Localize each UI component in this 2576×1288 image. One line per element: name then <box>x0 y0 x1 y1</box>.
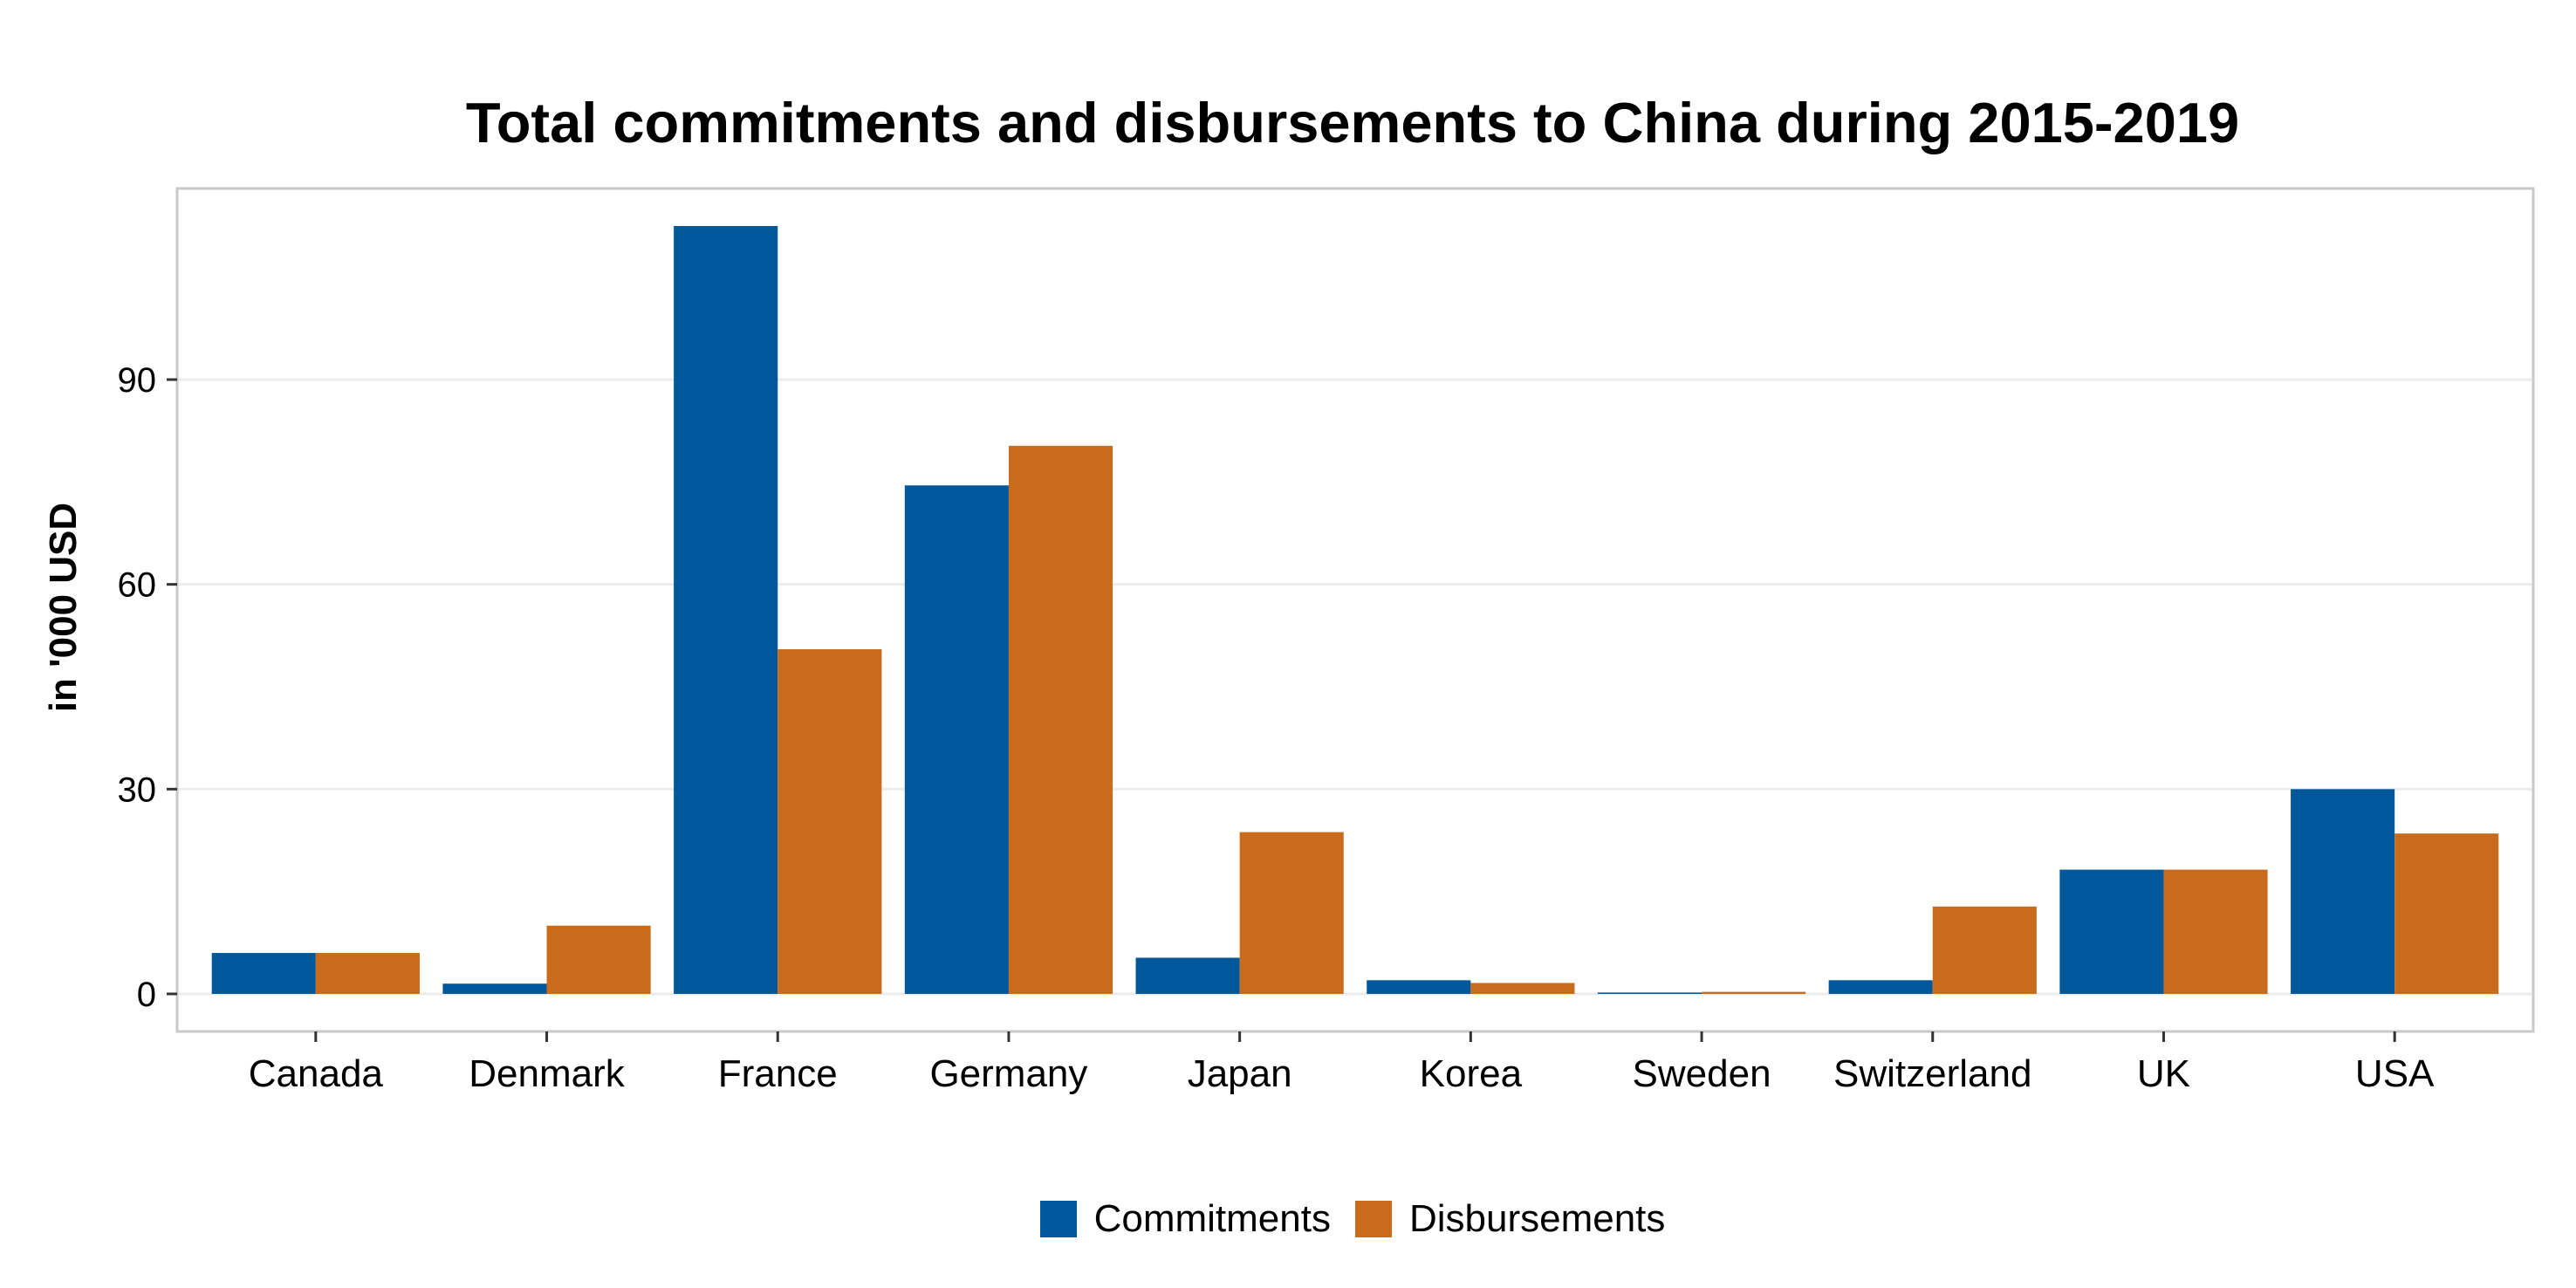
bar-disbursements-korea <box>1470 983 1575 994</box>
legend: Commitments Disbursements <box>0 1197 2576 1241</box>
x-tick-label: Sweden <box>1633 1052 1771 1095</box>
bar-commitments-korea <box>1367 980 1471 994</box>
bar-disbursements-japan <box>1239 832 1344 994</box>
bar-commitments-denmark <box>442 983 547 994</box>
y-tick-label: 90 <box>118 361 157 400</box>
legend-key-commitments <box>1039 1201 1077 1237</box>
y-tick-label: 0 <box>137 976 156 1014</box>
chart-title: Total commitments and disbursements to C… <box>465 91 2240 154</box>
legend-item-commitments: Commitments <box>1039 1197 1331 1241</box>
bar-disbursements-uk <box>2163 869 2268 994</box>
x-tick-label: Japan <box>1188 1052 1292 1095</box>
x-tick-label: Denmark <box>469 1052 625 1095</box>
bar-disbursements-france <box>778 648 882 994</box>
bar-disbursements-switzerland <box>1932 906 2037 994</box>
x-tick-label: Korea <box>1420 1052 1523 1095</box>
x-tick-label: France <box>718 1052 838 1095</box>
x-tick-label: Switzerland <box>1833 1052 2031 1095</box>
bar-commitments-france <box>674 226 778 994</box>
bar-commitments-japan <box>1135 957 1240 994</box>
bar-commitments-usa <box>2291 789 2395 994</box>
bar-commitments-germany <box>904 485 1009 994</box>
bar-commitments-uk <box>2059 869 2164 994</box>
bar-disbursements-usa <box>2394 833 2499 994</box>
bar-disbursements-denmark <box>546 925 651 994</box>
axes: 0 30 60 90 Canada Denmark France Germany Japan Ko… <box>118 361 2436 1095</box>
x-tick-label: USA <box>2355 1052 2435 1095</box>
bar-commitments-canada <box>211 953 316 994</box>
bars <box>211 226 2499 994</box>
legend-label: Commitments <box>1093 1197 1331 1240</box>
x-tick-label: UK <box>2137 1052 2190 1095</box>
legend-label: Disbursements <box>1408 1197 1666 1240</box>
bar-disbursements-canada <box>315 953 420 994</box>
x-tick-label: Canada <box>249 1052 384 1095</box>
bar-disbursements-sweden <box>1702 991 1806 994</box>
panel-border <box>175 187 2535 1033</box>
y-tick-label: 60 <box>118 566 157 605</box>
y-tick-label: 30 <box>118 771 157 809</box>
x-tick-label: Germany <box>929 1052 1087 1095</box>
bar-commitments-sweden <box>1597 992 1702 994</box>
legend-item-disbursements: Disbursements <box>1354 1197 1666 1241</box>
bar-disbursements-germany <box>1008 445 1113 994</box>
legend-key-disbursements <box>1354 1201 1392 1237</box>
bar-commitments-switzerland <box>1828 980 1933 994</box>
